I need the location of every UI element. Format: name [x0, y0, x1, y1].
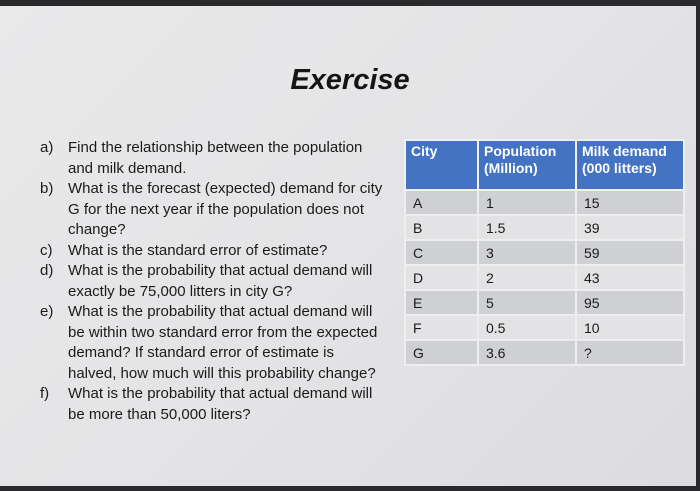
question-label: d) — [40, 262, 54, 279]
question-item: e) What is the probability that actual de… — [40, 302, 385, 384]
cell-population: 3 — [477, 239, 577, 266]
slide: Exercise a) Find the relationship between… — [0, 6, 696, 486]
question-text: What is the probability that actual dema… — [68, 385, 373, 423]
question-item: c) What is the standard error of estimate… — [40, 241, 385, 262]
question-text: What is the probability that actual dema… — [68, 262, 373, 300]
question-label: b) — [40, 180, 54, 197]
cell-population: 0.5 — [477, 314, 577, 341]
question-text: What is the forecast (expected) demand f… — [68, 180, 383, 238]
question-item: d) What is the probability that actual de… — [40, 261, 385, 302]
header-population: Population (Million) — [477, 139, 577, 191]
cell-city: D — [404, 264, 479, 291]
question-item: f) What is the probability that actual de… — [40, 384, 385, 425]
table-row: C 3 59 — [404, 239, 685, 266]
cell-population: 1.5 — [477, 214, 577, 241]
cell-milk-demand: 59 — [575, 239, 685, 266]
question-label: c) — [40, 241, 53, 259]
cell-population: 1 — [477, 189, 577, 216]
question-label: f) — [40, 385, 50, 402]
table-header-row: City Population (Million) Milk demand (0… — [404, 139, 685, 191]
cell-population: 3.6 — [477, 339, 577, 366]
cell-milk-demand: 39 — [575, 214, 685, 241]
table-row: B 1.5 39 — [404, 214, 685, 241]
cell-city: E — [404, 289, 479, 316]
header-city: City — [404, 139, 479, 191]
question-label: a) — [40, 139, 54, 156]
slide-title: Exercise — [290, 64, 410, 96]
question-text: Find the relationship between the popula… — [68, 139, 363, 177]
cell-city: G — [404, 339, 479, 366]
question-item: a) Find the relationship between the popu… — [40, 138, 385, 179]
cell-city: A — [404, 189, 479, 216]
question-list: a) Find the relationship between the popu… — [40, 138, 385, 425]
header-milk-demand: Milk demand (000 litters) — [575, 139, 685, 191]
cell-milk-demand: 43 — [575, 264, 685, 291]
cell-city: F — [404, 314, 479, 341]
cell-milk-demand: 95 — [575, 289, 685, 316]
cell-city: C — [404, 239, 479, 266]
question-text: What is the standard error of estimate? — [68, 241, 328, 259]
cell-population: 5 — [477, 289, 577, 316]
data-table: City Population (Million) Milk demand (0… — [404, 139, 685, 366]
question-item: b) What is the forecast (expected) demand… — [40, 179, 385, 241]
table-row: A 1 15 — [404, 189, 685, 216]
cell-milk-demand: ? — [575, 339, 685, 366]
table-row: F 0.5 10 — [404, 314, 685, 341]
cell-city: B — [404, 214, 479, 241]
table-row: D 2 43 — [404, 264, 685, 291]
cell-milk-demand: 15 — [575, 189, 685, 216]
table-row: G 3.6? — [404, 339, 685, 366]
question-text: What is the probability that actual dema… — [68, 303, 378, 382]
cell-population: 2 — [477, 264, 577, 291]
question-label: e) — [40, 303, 54, 320]
table-row: E 5 95 — [404, 289, 685, 316]
cell-milk-demand: 10 — [575, 314, 685, 341]
